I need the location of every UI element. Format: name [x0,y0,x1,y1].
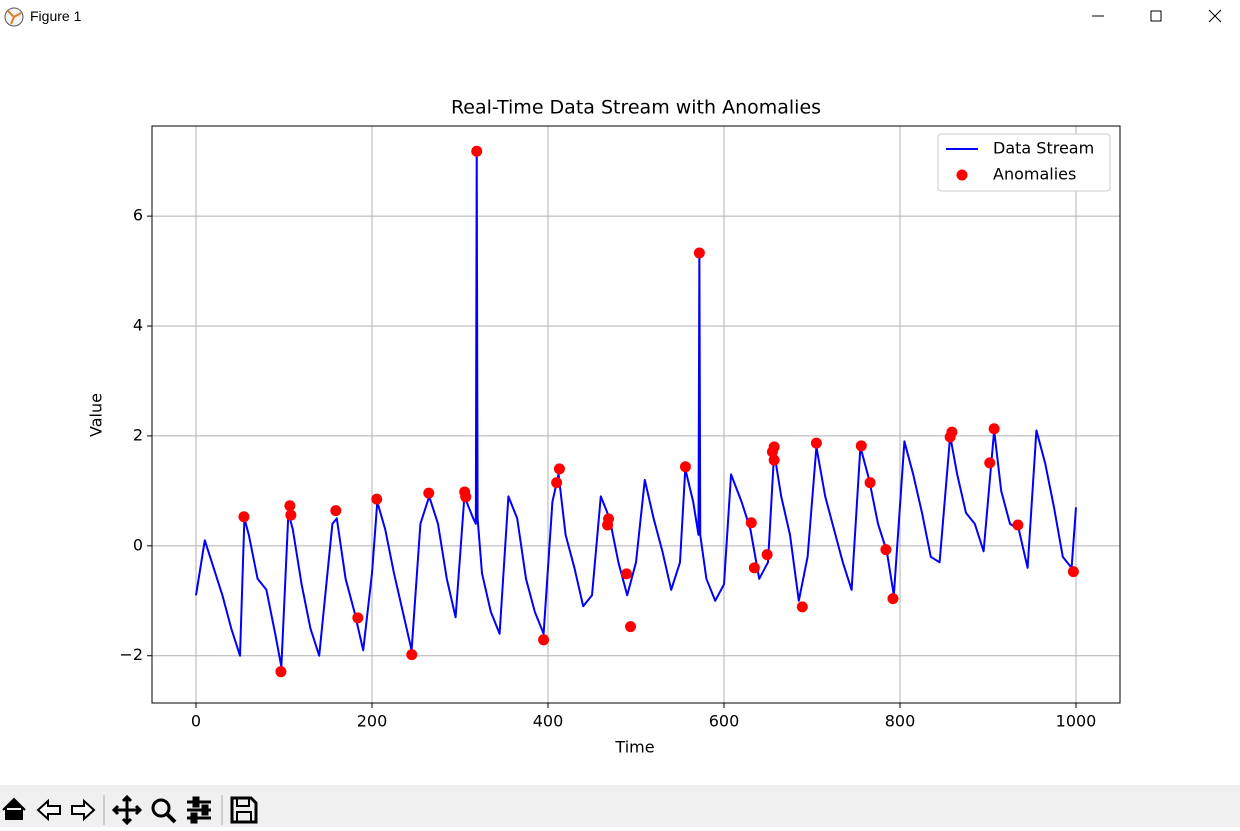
anomaly-point [1067,566,1079,578]
anomaly-point [988,423,1000,435]
anomaly-point [768,441,780,453]
anomaly-point [620,568,632,580]
chart: Real-Time Data Stream with Anomalies Tim… [87,97,1121,757]
legend-label: Anomalies [993,165,1076,184]
anomaly-point [352,612,364,624]
toolbar-icons [2,794,258,826]
y-tick-label: −2 [119,645,143,664]
x-tick-label: 600 [709,712,740,731]
y-tick-label: 2 [133,425,143,444]
x-tick-label: 400 [533,712,564,731]
anomaly-point [855,440,867,452]
app-icon [4,7,24,27]
pan-button[interactable] [111,794,143,826]
window-controls [1092,9,1222,23]
legend: Data Stream Anomalies [937,133,1111,192]
data-line [195,150,1077,668]
x-tick-label: 1000 [1056,712,1097,731]
anomaly-point [768,454,780,466]
y-tick-label: 4 [133,316,143,335]
anomaly-point [371,493,383,505]
anomaly-point [796,601,808,613]
anomaly-point [810,437,822,449]
anomaly-point [284,500,296,512]
x-tick-label: 200 [357,712,388,731]
y-tick-label: 6 [133,206,143,225]
chart-title: Real-Time Data Stream with Anomalies [451,97,821,119]
legend-marker [956,169,968,181]
anomaly-point [285,509,297,521]
x-tick-label: 0 [191,712,201,731]
y-tick-label: 0 [133,535,143,554]
anomaly-point [238,511,250,523]
anomaly-point [1012,519,1024,531]
configure-button[interactable] [187,796,211,824]
legend-label: Data Stream [993,139,1094,158]
anomaly-point [423,487,435,499]
window-title: Figure 1 [30,8,82,24]
home-button[interactable] [2,797,26,820]
anomaly-point [538,634,550,646]
anomaly-point [460,491,472,503]
anomaly-point [602,519,614,531]
anomaly-point [880,544,892,556]
anomaly-point [330,505,342,517]
anomaly-point [471,145,483,157]
zoom-button[interactable] [151,798,177,824]
x-tick-label: 800 [885,712,916,731]
anomaly-point [693,247,705,259]
forward-button[interactable] [71,798,96,822]
anomaly-point [887,593,899,605]
x-axis-label: Time [614,738,654,757]
anomaly-point [625,621,637,633]
legend-box [937,133,1111,192]
anomaly-point [745,517,757,529]
anomaly-point [946,426,958,438]
toolbar [0,785,1240,827]
back-button[interactable] [36,798,61,822]
save-button[interactable] [230,796,258,824]
y-axis-label: Value [87,393,106,437]
close-button[interactable] [1208,9,1222,23]
plot-frame [151,125,1121,704]
title-bar: Figure 1 [0,0,1240,35]
anomaly-point [748,562,760,574]
anomaly-point [406,649,418,661]
anomaly-point [275,666,287,678]
anomaly-point [679,461,691,473]
anomaly-point [864,477,876,489]
maximize-button[interactable] [1150,10,1162,22]
anomaly-point [551,477,563,489]
anomaly-point [984,457,996,469]
anomaly-point [553,463,565,475]
anomaly-point [761,549,773,561]
